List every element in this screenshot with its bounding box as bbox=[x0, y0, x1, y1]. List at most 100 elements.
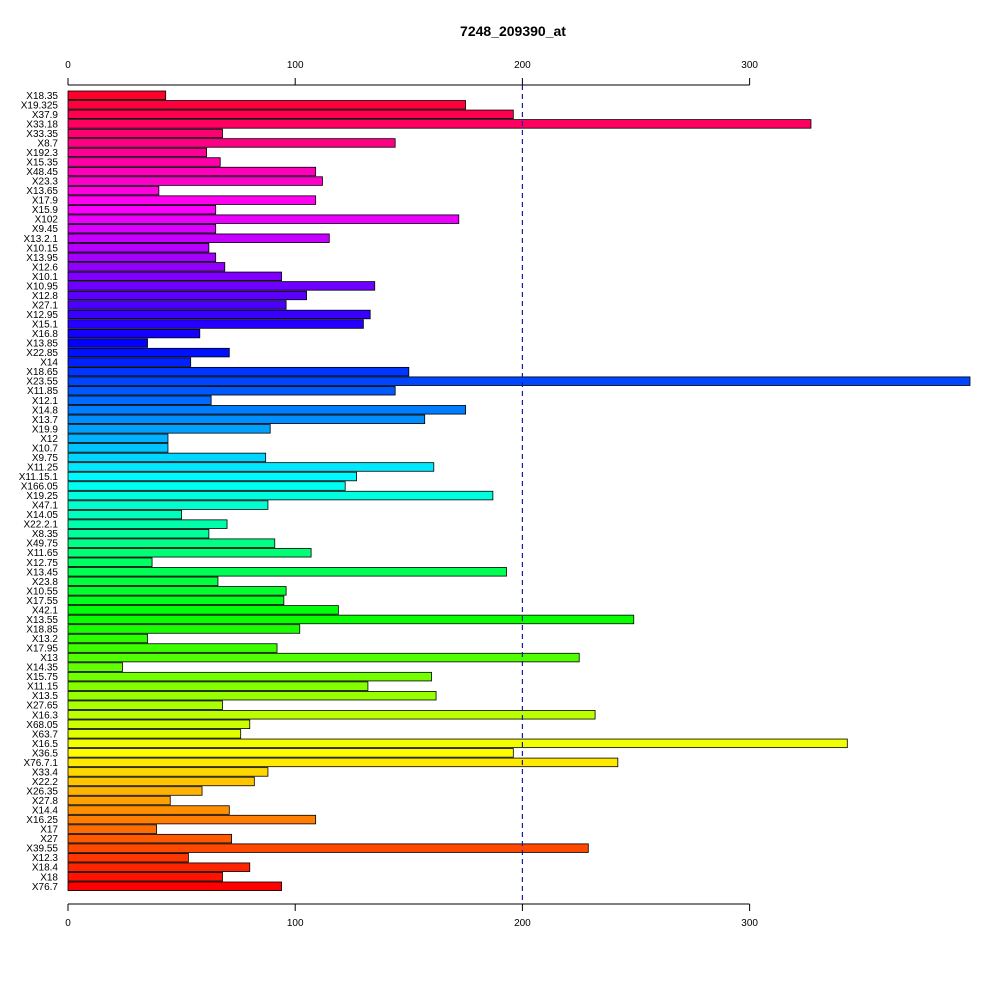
bar-21 bbox=[67, 281, 376, 291]
category-label-17: X10.15 bbox=[26, 243, 58, 254]
bar-60 bbox=[67, 652, 580, 663]
top-axis: 0 100 200 300 bbox=[65, 60, 758, 86]
bar-43 bbox=[67, 490, 494, 501]
category-label-65: X27.65 bbox=[26, 701, 58, 712]
bar-18 bbox=[67, 252, 217, 263]
category-label-11: X13.65 bbox=[26, 186, 58, 197]
bar-17 bbox=[67, 243, 210, 253]
category-label-41: X11.15.1 bbox=[19, 472, 59, 483]
bar-67 bbox=[67, 719, 251, 729]
bar-57 bbox=[67, 624, 301, 634]
category-label-3: X37.9 bbox=[32, 110, 59, 121]
category-label-52: X23.8 bbox=[32, 577, 59, 588]
category-label-2: X19.325 bbox=[21, 100, 59, 111]
bar-58 bbox=[67, 633, 148, 644]
category-label-48: X49.75 bbox=[26, 539, 58, 550]
bottom-tick-label-100: 100 bbox=[287, 918, 304, 929]
bar-34 bbox=[67, 405, 467, 415]
bar-8 bbox=[67, 157, 221, 167]
category-label-36: X19.9 bbox=[32, 424, 59, 435]
bar-54 bbox=[67, 595, 285, 606]
bar-81 bbox=[67, 853, 189, 863]
category-label-15: X9.45 bbox=[32, 224, 59, 235]
bar-50 bbox=[67, 557, 153, 567]
category-label-43: X19.25 bbox=[26, 491, 58, 502]
category-label-76: X14.4 bbox=[32, 806, 59, 817]
category-label-79: X27 bbox=[40, 834, 58, 845]
bar-75 bbox=[67, 795, 171, 806]
category-label-83: X18 bbox=[40, 872, 58, 883]
category-label-54: X17.55 bbox=[26, 596, 58, 607]
bar-24 bbox=[67, 309, 371, 320]
category-label-7: X192.3 bbox=[26, 148, 58, 159]
bar-11 bbox=[67, 185, 160, 196]
category-label-82: X18.4 bbox=[32, 863, 59, 874]
category-label-6: X8.7 bbox=[37, 138, 58, 149]
bar-12 bbox=[67, 195, 317, 205]
category-label-70: X36.5 bbox=[32, 748, 59, 759]
bottom-tick-label-0: 0 bbox=[65, 918, 71, 929]
category-label-9: X48.45 bbox=[26, 167, 58, 178]
bar-73 bbox=[67, 776, 255, 787]
category-label-8: X15.35 bbox=[26, 158, 58, 169]
category-label-10: X23.3 bbox=[32, 177, 59, 188]
category-label-34: X14.8 bbox=[32, 405, 59, 416]
bar-46 bbox=[67, 519, 228, 529]
bar-77 bbox=[67, 814, 317, 825]
category-label-28: X22.85 bbox=[26, 348, 58, 359]
bar-44 bbox=[67, 500, 269, 510]
bar-74 bbox=[67, 786, 203, 796]
bar-3 bbox=[67, 109, 514, 120]
category-label-49: X11.65 bbox=[27, 548, 58, 559]
category-label-23: X27.1 bbox=[32, 300, 59, 311]
category-label-21: X10.95 bbox=[26, 281, 58, 292]
bottom-tick-label-300: 300 bbox=[741, 918, 758, 929]
category-label-68: X63.7 bbox=[32, 729, 59, 740]
bar-82 bbox=[67, 862, 251, 872]
bar-68 bbox=[67, 729, 242, 739]
category-label-67: X68.05 bbox=[26, 720, 58, 731]
category-label-57: X18.85 bbox=[26, 624, 58, 635]
category-label-58: X13.2 bbox=[32, 634, 59, 645]
bar-19 bbox=[67, 262, 226, 272]
bar-28 bbox=[67, 347, 230, 358]
bar-71 bbox=[67, 757, 619, 768]
category-label-42: X166.05 bbox=[21, 482, 59, 493]
bar-49 bbox=[67, 548, 312, 558]
bar-22 bbox=[67, 290, 307, 301]
category-label-45: X14.05 bbox=[26, 510, 58, 521]
category-label-81: X12.3 bbox=[32, 853, 59, 864]
bottom-axis: 0 100 200 300 bbox=[65, 903, 758, 929]
bar-29 bbox=[67, 357, 192, 367]
bar-31 bbox=[67, 376, 971, 386]
category-label-74: X26.35 bbox=[26, 786, 58, 797]
bar-83 bbox=[67, 872, 223, 882]
category-label-14: X102 bbox=[35, 215, 59, 226]
bottom-tick-label-200: 200 bbox=[514, 918, 531, 929]
category-label-39: X9.75 bbox=[32, 453, 59, 464]
bars bbox=[67, 90, 971, 891]
category-label-44: X47.1 bbox=[32, 501, 59, 512]
category-label-33: X12.1 bbox=[32, 396, 59, 407]
category-label-46: X22.2.1 bbox=[24, 520, 59, 531]
category-label-55: X42.1 bbox=[32, 605, 59, 616]
category-label-69: X16.5 bbox=[32, 739, 59, 750]
bar-59 bbox=[67, 643, 278, 653]
bar-42 bbox=[67, 481, 346, 491]
category-label-31: X23.55 bbox=[26, 377, 58, 388]
category-labels: X18.35X19.325X37.9X33.18X33.35X8.7X192.3… bbox=[19, 91, 59, 893]
bar-4 bbox=[67, 119, 812, 129]
bar-32 bbox=[67, 386, 396, 396]
category-label-77: X16.25 bbox=[26, 815, 58, 826]
bar-63 bbox=[67, 681, 369, 691]
category-label-18: X13.95 bbox=[26, 253, 58, 264]
top-tick-label-100: 100 bbox=[287, 60, 304, 71]
category-label-16: X13.2.1 bbox=[24, 234, 59, 245]
top-tick-label-200: 200 bbox=[514, 60, 531, 71]
category-label-12: X17.9 bbox=[32, 196, 59, 207]
category-label-60: X13 bbox=[40, 653, 58, 664]
bar-16 bbox=[67, 233, 330, 243]
category-label-53: X10.55 bbox=[26, 586, 58, 597]
category-label-73: X22.2 bbox=[32, 777, 59, 788]
